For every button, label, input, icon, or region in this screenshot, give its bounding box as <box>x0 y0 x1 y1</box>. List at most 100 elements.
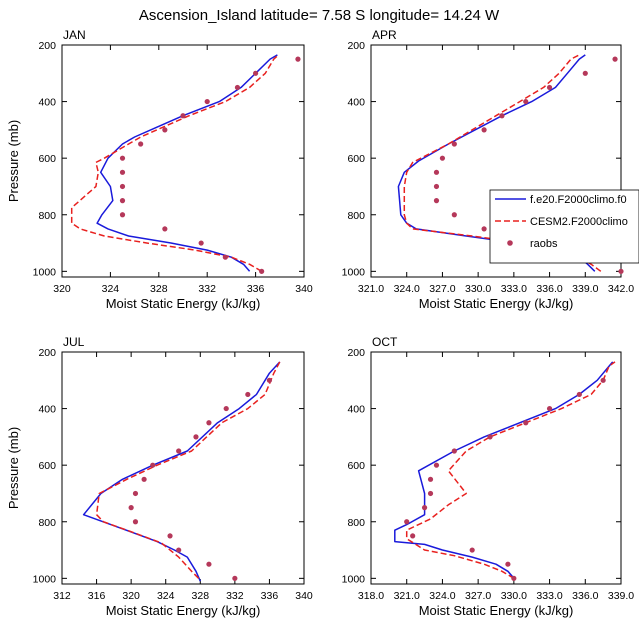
x-tick-label: 321.0 <box>394 590 420 602</box>
x-tick-label: 336 <box>247 283 265 295</box>
obs-point <box>162 127 168 133</box>
x-tick-label: 333.0 <box>536 590 562 602</box>
x-tick-label: 339.0 <box>572 283 598 295</box>
x-tick-label: 330.0 <box>465 283 491 295</box>
y-axis-label: Pressure (mb) <box>6 120 21 202</box>
obs-point <box>259 268 265 274</box>
obs-point <box>132 519 139 525</box>
legend-box <box>489 189 639 264</box>
x-tick-label: 327.0 <box>465 590 491 602</box>
series-line-model2 <box>405 361 616 579</box>
y-tick-label: 200 <box>38 347 56 359</box>
y-tick-label: 1000 <box>342 266 366 278</box>
y-tick-label: 1000 <box>342 573 366 585</box>
obs-point <box>167 533 173 539</box>
obs-point <box>612 56 618 62</box>
panels: JAN 320 324 328 332 336 340 200 400 600 800 1000 Moi… <box>6 28 634 618</box>
obs-point <box>546 84 553 91</box>
obs-point <box>234 84 241 91</box>
x-axis-label: Moist Static Energy (kJ/kg) <box>106 603 261 618</box>
obs-point <box>582 70 588 76</box>
legend-label-obs: raobs <box>530 238 558 250</box>
x-tick-label: 320 <box>122 590 140 602</box>
y-tick-label: 600 <box>347 460 365 472</box>
series-line-model1 <box>96 54 278 272</box>
y-tick-label: 400 <box>38 404 56 416</box>
x-tick-label: 333.0 <box>501 283 527 295</box>
x-axis-label: Moist Static Energy (kJ/kg) <box>419 603 574 618</box>
x-tick-label: 332 <box>198 283 216 295</box>
obs-point <box>162 226 168 232</box>
y-tick-label: 400 <box>347 404 365 416</box>
obs-point <box>469 547 475 553</box>
obs-point <box>232 575 238 581</box>
obs-point <box>150 462 156 468</box>
obs-point <box>433 169 440 175</box>
obs-point <box>119 155 126 161</box>
panel-label: OCT <box>372 335 398 349</box>
panel-apr: APR 321.0 324.0 327.0 330.0 333.0 336.0 339.0 34… <box>342 28 635 311</box>
obs-point <box>132 490 139 497</box>
x-tick-label: 328 <box>192 590 210 602</box>
panel-label: APR <box>372 28 397 42</box>
x-tick-label: 340 <box>295 283 313 295</box>
obs-point <box>198 240 204 246</box>
y-tick-label: 1000 <box>33 573 57 585</box>
obs-point <box>245 391 251 398</box>
obs-point <box>266 377 273 383</box>
obs-point <box>206 420 212 426</box>
obs-point <box>576 391 582 398</box>
plot-frame <box>370 351 622 585</box>
plot-frame <box>61 44 305 278</box>
obs-point <box>206 561 212 567</box>
obs-point <box>481 127 487 133</box>
x-tick-label: 339.0 <box>608 590 634 602</box>
x-tick-label: 336.0 <box>572 590 598 602</box>
y-tick-label: 1000 <box>33 266 57 278</box>
obs-point <box>499 113 505 119</box>
legend: f.e20.F2000climo.f0 CESM2.F2000climo rao… <box>489 189 639 264</box>
obs-point <box>439 155 446 161</box>
obs-point <box>511 575 517 581</box>
x-tick-label: 330.0 <box>501 590 527 602</box>
obs-point <box>128 505 134 511</box>
obs-point <box>119 183 126 190</box>
obs-point <box>505 561 511 567</box>
x-tick-label: 328 <box>150 283 168 295</box>
y-tick-label: 200 <box>347 40 365 52</box>
figure-title: Ascension_Island latitude= 7.58 S longit… <box>139 7 500 24</box>
obs-point <box>204 98 210 105</box>
panel-jan: JAN 320 324 328 332 336 340 200 400 600 800 1000 Moi… <box>6 28 313 311</box>
series-line-model2 <box>70 54 280 272</box>
series-line-model2 <box>95 361 281 579</box>
x-tick-label: 342.0 <box>608 283 634 295</box>
legend-label-model1: f.e20.F2000climo.f0 <box>530 194 627 206</box>
y-tick-label: 800 <box>38 517 56 529</box>
obs-point <box>176 547 182 553</box>
x-tick-label: 327.0 <box>429 283 455 295</box>
x-tick-label: 318.0 <box>358 590 384 602</box>
y-tick-label: 600 <box>347 153 365 165</box>
obs-point <box>523 420 529 426</box>
obs-point <box>119 169 126 175</box>
panel-oct: OCT 318.0 321.0 324.0 327.0 330.0 333.0 336.0 33… <box>342 335 635 618</box>
y-tick-label: 800 <box>38 210 56 222</box>
x-tick-label: 336.0 <box>536 283 562 295</box>
obs-point <box>404 519 410 525</box>
y-tick-label: 600 <box>38 153 56 165</box>
obs-point <box>546 405 553 412</box>
panel-label: JAN <box>63 28 86 42</box>
x-tick-label: 332 <box>226 590 244 602</box>
obs-point <box>295 56 301 62</box>
obs-point <box>451 448 457 454</box>
obs-point <box>253 70 259 76</box>
x-tick-label: 324.0 <box>429 590 455 602</box>
obs-point <box>119 198 126 204</box>
y-tick-label: 200 <box>347 347 365 359</box>
y-tick-label: 400 <box>38 97 56 109</box>
obs-point <box>433 183 440 190</box>
obs-point <box>451 212 457 218</box>
obs-point <box>141 476 147 482</box>
y-tick-label: 200 <box>38 40 56 52</box>
